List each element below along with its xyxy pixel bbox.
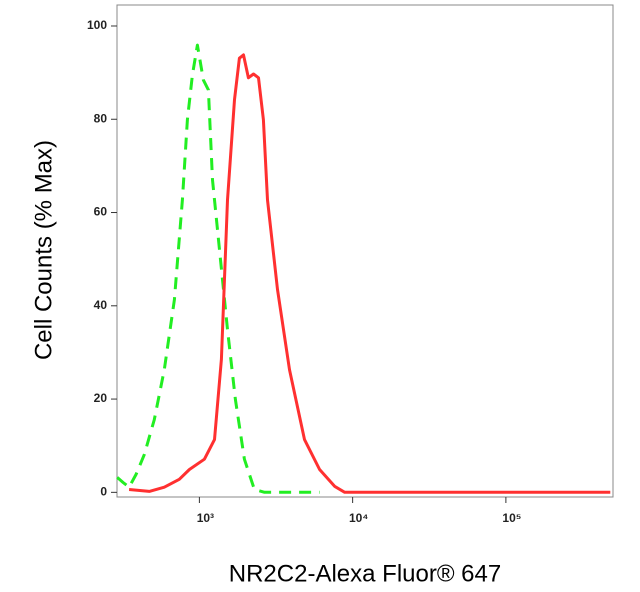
x-tick-label: 10⁵ [502, 511, 521, 525]
series-line [116, 43, 320, 494]
plot-frame [116, 4, 614, 498]
x-tick-label: 10⁴ [349, 511, 368, 525]
y-axis-title: Cell Counts (% Max) [30, 140, 57, 360]
y-tick-label: 20 [94, 391, 108, 405]
series-line [128, 53, 611, 494]
y-tick-label: 100 [87, 18, 107, 32]
y-tick-label: 60 [94, 205, 108, 219]
y-tick-label: 0 [100, 485, 107, 499]
y-tick-label: 40 [94, 298, 108, 312]
x-axis-title: NR2C2-Alexa Fluor® 647 [229, 560, 501, 587]
x-tick-label: 10³ [197, 511, 214, 525]
y-tick-label: 80 [94, 111, 108, 125]
